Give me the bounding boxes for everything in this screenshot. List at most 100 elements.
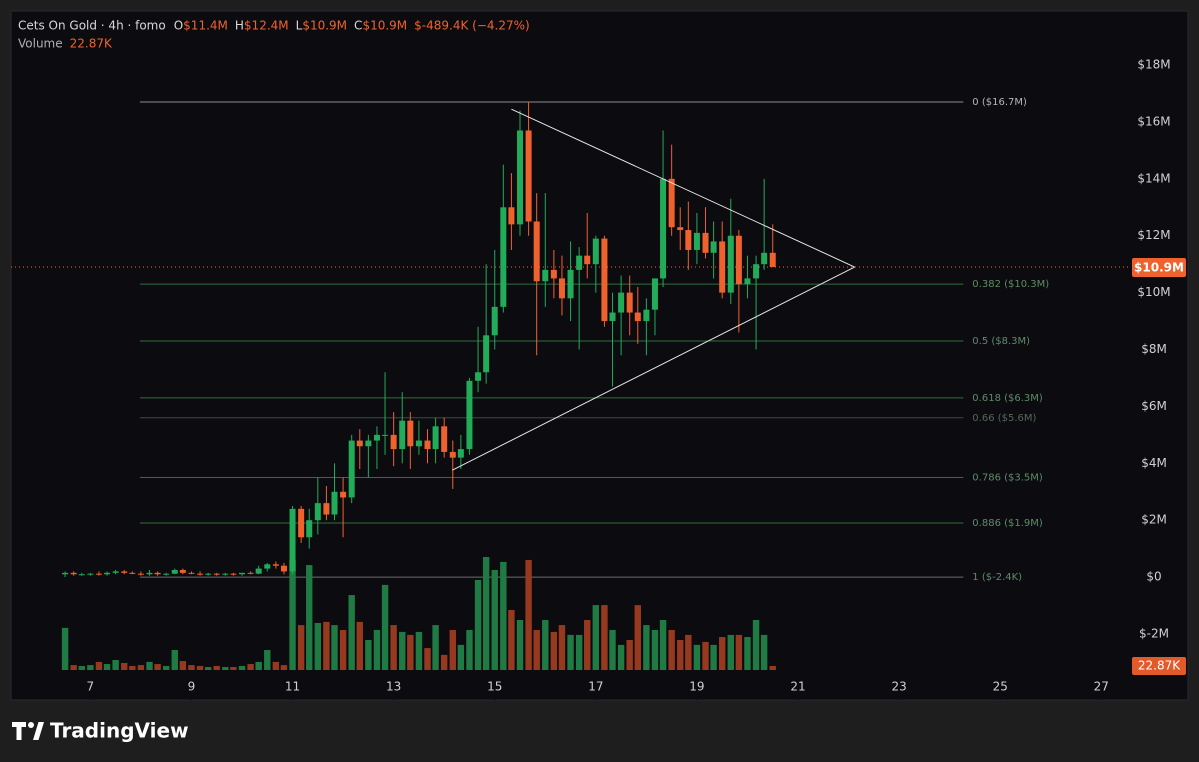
volume-bar — [331, 625, 338, 670]
candle-body — [382, 434, 389, 436]
candle-body — [517, 130, 524, 225]
volume-bar — [525, 559, 532, 670]
volume-bar — [735, 634, 743, 670]
volume-value-box — [1132, 656, 1186, 675]
volume-bar — [95, 661, 103, 670]
candle-body — [558, 278, 565, 299]
candle-body — [525, 130, 532, 222]
volume-bar — [230, 667, 237, 670]
candle-body — [112, 571, 119, 573]
volume-bar — [280, 665, 288, 670]
volume-bar — [238, 665, 246, 670]
volume-bar — [297, 625, 305, 670]
triangle-edge — [511, 108, 855, 268]
candle-body — [668, 178, 675, 228]
candle-body — [601, 238, 608, 322]
candle-body — [626, 292, 633, 313]
candle-body — [188, 572, 195, 574]
candle-body — [163, 573, 170, 575]
volume-bar — [643, 625, 650, 670]
fib-label: 0.618 ($6.3M) — [972, 393, 1043, 404]
volume-bar — [550, 631, 558, 670]
fib-label: 0.786 ($3.5M) — [972, 473, 1043, 484]
candle-body — [550, 269, 557, 279]
volume-bar — [103, 664, 111, 670]
header-key: H — [235, 19, 244, 33]
fib-label: 0.66 ($5.6M) — [972, 413, 1036, 424]
candle-body — [500, 207, 507, 307]
volume-bar — [668, 629, 675, 670]
candle-body — [584, 255, 591, 265]
volume-bar — [356, 621, 363, 670]
candle-body — [154, 572, 161, 575]
volume-bar — [626, 639, 633, 670]
candle-body — [618, 292, 625, 313]
volume-bar — [659, 619, 667, 670]
candle-body — [567, 269, 574, 299]
candle-body — [769, 252, 776, 268]
volume-bar — [601, 605, 608, 670]
volume-bar — [121, 662, 128, 670]
candle-body — [407, 420, 414, 447]
volume-value: 22.87K — [70, 37, 113, 51]
volume-bar — [584, 619, 591, 670]
candle-body — [576, 255, 583, 270]
volume-bar — [474, 579, 482, 670]
x-tick-label: 13 — [386, 680, 401, 694]
candle-body — [213, 573, 220, 575]
volume-bar — [154, 664, 161, 670]
y-tick-label: $14M — [1137, 171, 1170, 185]
candle-body — [415, 440, 422, 447]
volume-bar — [289, 559, 296, 670]
last-price-label: $10.9M — [1134, 261, 1184, 275]
volume-bar — [617, 644, 625, 670]
header-key: C — [354, 19, 362, 33]
volume-bar — [710, 644, 717, 670]
volume-bar — [112, 659, 119, 670]
volume-bar — [264, 649, 271, 670]
candle-body — [289, 508, 296, 572]
candle-body — [441, 426, 448, 452]
volume-bar — [323, 621, 330, 670]
candle-body — [609, 312, 616, 322]
x-tick-label: 9 — [188, 680, 196, 694]
candle-body — [424, 440, 431, 450]
volume-bar — [482, 557, 490, 670]
candle-body — [314, 503, 321, 521]
volume-bar — [424, 648, 431, 670]
candle-body — [390, 434, 397, 450]
candle-body — [78, 574, 85, 576]
candle-body — [677, 227, 684, 231]
volume-bar — [449, 629, 456, 670]
volume-bar — [752, 619, 760, 670]
triangle-edge — [452, 266, 855, 471]
header-value: $12.4M — [244, 19, 289, 33]
volume-bar — [204, 667, 212, 670]
candle-body — [693, 232, 700, 250]
volume-bar — [129, 665, 136, 670]
candle-body — [205, 573, 212, 575]
volume-bar — [702, 641, 709, 670]
candle-body — [331, 491, 338, 515]
candle-body — [660, 178, 667, 279]
volume-bar — [567, 634, 574, 670]
candle-body — [222, 573, 229, 575]
volume-bar — [314, 622, 322, 670]
y-tick-label: $8M — [1141, 342, 1167, 356]
volume-bar — [146, 661, 153, 670]
volume-bar — [508, 609, 515, 670]
volume-bar — [575, 634, 583, 670]
candle-body — [197, 573, 204, 575]
candle-body — [129, 572, 136, 574]
candle-body — [137, 573, 144, 575]
volume-bar — [162, 665, 170, 670]
header-value: $10.9M — [362, 19, 407, 33]
candle-body — [449, 451, 456, 458]
chart-title: Cets On Gold · 4h · fomo — [18, 19, 166, 33]
volume-bar — [61, 627, 69, 670]
candle-body — [146, 572, 153, 575]
header-key: L — [296, 19, 303, 33]
x-tick-label: 21 — [790, 680, 805, 694]
